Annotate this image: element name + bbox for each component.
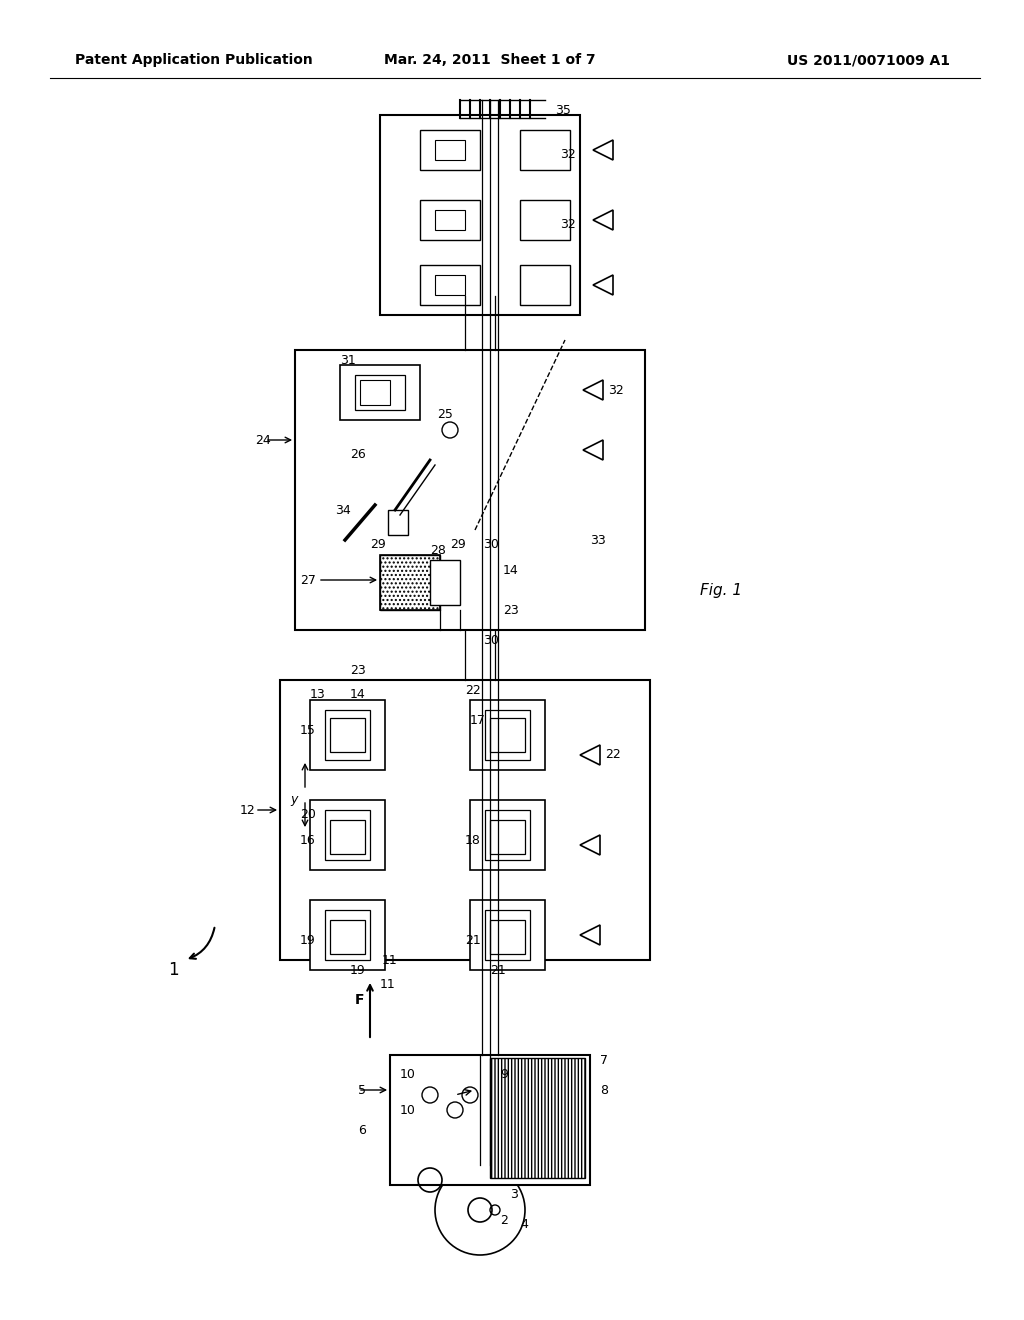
- Text: 31: 31: [340, 354, 355, 367]
- Bar: [310, 700, 385, 770]
- Text: 6: 6: [358, 1123, 366, 1137]
- Bar: [435, 210, 465, 230]
- Text: 9: 9: [500, 1068, 508, 1081]
- Bar: [490, 820, 525, 854]
- Bar: [325, 710, 370, 760]
- Text: 14: 14: [503, 564, 519, 577]
- Text: 5: 5: [358, 1084, 366, 1097]
- Text: 12: 12: [240, 804, 256, 817]
- Text: 8: 8: [600, 1084, 608, 1097]
- Polygon shape: [593, 210, 613, 230]
- Text: 19: 19: [350, 964, 366, 977]
- Text: 14: 14: [350, 689, 366, 701]
- Text: 30: 30: [483, 539, 499, 552]
- Text: 10: 10: [400, 1104, 416, 1117]
- Text: 29: 29: [370, 539, 386, 552]
- Text: 30: 30: [483, 634, 499, 647]
- Polygon shape: [580, 836, 600, 855]
- Bar: [490, 718, 525, 752]
- Bar: [330, 820, 365, 854]
- Bar: [420, 201, 480, 240]
- Text: 25: 25: [437, 408, 453, 421]
- Bar: [490, 1059, 585, 1177]
- Bar: [360, 380, 390, 405]
- Bar: [435, 140, 465, 160]
- Text: 21: 21: [490, 964, 506, 977]
- Bar: [325, 909, 370, 960]
- Text: 35: 35: [555, 103, 570, 116]
- Bar: [485, 909, 530, 960]
- Polygon shape: [583, 380, 603, 400]
- Text: 21: 21: [465, 933, 480, 946]
- Text: Mar. 24, 2011  Sheet 1 of 7: Mar. 24, 2011 Sheet 1 of 7: [384, 53, 596, 67]
- Bar: [330, 718, 365, 752]
- Text: 34: 34: [335, 503, 351, 516]
- Text: 27: 27: [300, 573, 315, 586]
- Text: 32: 32: [608, 384, 624, 396]
- Bar: [490, 920, 525, 954]
- Bar: [420, 265, 480, 305]
- Bar: [280, 680, 650, 960]
- Bar: [310, 800, 385, 870]
- Text: 20: 20: [300, 808, 315, 821]
- Bar: [355, 375, 406, 411]
- Text: 33: 33: [590, 533, 606, 546]
- Text: 2: 2: [500, 1213, 508, 1226]
- Bar: [470, 700, 545, 770]
- Text: 13: 13: [310, 689, 326, 701]
- Text: 23: 23: [503, 603, 519, 616]
- Polygon shape: [583, 440, 603, 459]
- Text: y: y: [290, 793, 297, 807]
- Text: F: F: [355, 993, 365, 1007]
- Text: 29: 29: [450, 539, 466, 552]
- Text: 16: 16: [300, 833, 315, 846]
- Text: 26: 26: [350, 449, 366, 462]
- Bar: [380, 554, 440, 610]
- Bar: [470, 800, 545, 870]
- Text: 23: 23: [350, 664, 366, 676]
- Bar: [485, 810, 530, 861]
- Text: 17: 17: [470, 714, 485, 726]
- Text: 15: 15: [300, 723, 315, 737]
- Text: 32: 32: [560, 219, 575, 231]
- Bar: [295, 350, 645, 630]
- Text: 10: 10: [400, 1068, 416, 1081]
- Bar: [520, 265, 570, 305]
- Text: 11: 11: [382, 953, 397, 966]
- Text: 18: 18: [465, 833, 481, 846]
- Text: US 2011/0071009 A1: US 2011/0071009 A1: [787, 53, 950, 67]
- Text: 19: 19: [300, 933, 315, 946]
- Bar: [420, 129, 480, 170]
- Text: 7: 7: [600, 1053, 608, 1067]
- Bar: [380, 115, 580, 315]
- Text: 22: 22: [465, 684, 480, 697]
- Bar: [390, 1055, 590, 1185]
- Polygon shape: [580, 925, 600, 945]
- Polygon shape: [593, 140, 613, 160]
- Text: 24: 24: [255, 433, 270, 446]
- Text: Fig. 1: Fig. 1: [700, 582, 742, 598]
- Text: 22: 22: [605, 748, 621, 762]
- Bar: [388, 510, 408, 535]
- Bar: [485, 710, 530, 760]
- Bar: [435, 275, 465, 294]
- Bar: [430, 560, 460, 605]
- Bar: [325, 810, 370, 861]
- Text: 32: 32: [560, 149, 575, 161]
- Bar: [470, 900, 545, 970]
- Bar: [520, 129, 570, 170]
- Bar: [340, 366, 420, 420]
- Bar: [380, 554, 440, 610]
- Text: 3: 3: [510, 1188, 518, 1201]
- Text: Patent Application Publication: Patent Application Publication: [75, 53, 312, 67]
- Text: 4: 4: [520, 1218, 528, 1232]
- Text: 1: 1: [168, 961, 178, 979]
- Bar: [330, 920, 365, 954]
- Text: 28: 28: [430, 544, 445, 557]
- Text: 11: 11: [380, 978, 395, 991]
- Bar: [310, 900, 385, 970]
- Polygon shape: [580, 744, 600, 766]
- Polygon shape: [593, 275, 613, 294]
- Bar: [520, 201, 570, 240]
